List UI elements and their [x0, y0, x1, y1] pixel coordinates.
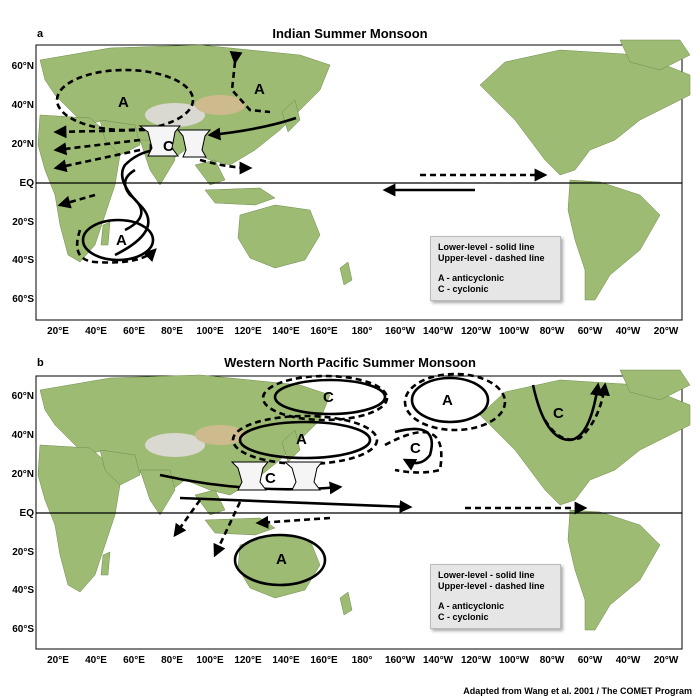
panel-a-lon-label: 100°W	[498, 326, 530, 337]
panel-a-system-a-china: A	[254, 81, 265, 98]
panel-a-lat-label: 20°N	[11, 139, 34, 150]
panel-b-lon-label: 80°E	[161, 655, 183, 666]
panel-b-lat-label: 60°S	[12, 624, 34, 635]
panel-a-system-a-iran: A	[118, 94, 129, 111]
panel-b-lon-label: 40°E	[85, 655, 107, 666]
panel-b-system-a-australia: A	[276, 551, 287, 568]
legend-lower-level: Lower-level - solid line	[438, 242, 535, 252]
panel-a-system-c-india: C	[163, 138, 174, 155]
legend-spacer	[438, 592, 553, 601]
panel-b-system-c-atlantic: C	[553, 405, 564, 422]
panel-b-lon-label: 60°W	[577, 655, 603, 666]
legend-lower-level: Lower-level - solid line	[438, 570, 535, 580]
panel-a-lat-label: EQ	[19, 178, 34, 189]
panel-a-lat-label: 40°N	[11, 100, 34, 111]
legend-cyclonic: C - cyclonic	[438, 612, 489, 622]
panel-a-letter: a	[37, 28, 44, 40]
panel-b-lon-label: 140°W	[422, 655, 454, 666]
panel-b-system-c-npac: C	[323, 389, 334, 406]
panel-a-lat-label: 20°S	[12, 217, 34, 228]
panel-a-lon-label: 80°W	[539, 326, 565, 337]
panel-a-lon-label: 160°W	[384, 326, 416, 337]
panel-a-title: Indian Summer Monsoon	[272, 26, 428, 41]
legend-anticyclonic: A - anticyclonic	[438, 273, 505, 283]
panel-a-map	[35, 39, 691, 321]
panel-a-lon-label: 20°W	[653, 326, 679, 337]
panel-b-system-c-scs: C	[265, 470, 276, 487]
panel-b-lat-label: 20°S	[12, 547, 34, 558]
panel-b-legend: Lower-level - solid line Upper-level - d…	[430, 564, 561, 629]
legend-upper-level: Upper-level - dashed line	[438, 581, 545, 591]
panel-a-lon-label: 120°E	[234, 326, 262, 337]
panel-a-lat-label: 40°S	[12, 255, 34, 266]
panel-b-lon-label: 160°E	[310, 655, 338, 666]
panel-a-lat-label: 60°N	[11, 61, 34, 72]
panel-b-lat-label: 20°N	[11, 469, 34, 480]
panel-a-lon-label: 20°E	[47, 326, 69, 337]
legend-upper-level: Upper-level - dashed line	[438, 253, 545, 263]
panel-b-system-a-nepac: A	[442, 392, 453, 409]
panel-a-system-a-south: A	[116, 232, 127, 249]
panel-a-lon-label: 120°W	[460, 326, 492, 337]
panel-a-lon-label: 160°E	[310, 326, 338, 337]
panel-b-lon-label: 60°E	[123, 655, 145, 666]
panel-a-lon-label: 100°E	[196, 326, 224, 337]
panel-b-system-a-easia: A	[296, 431, 307, 448]
legend-spacer	[438, 264, 553, 273]
panel-b-lon-label: 40°W	[615, 655, 641, 666]
panel-b-lon-label: 100°E	[196, 655, 224, 666]
panel-b-lon-label: 20°W	[653, 655, 679, 666]
panel-a-lon-label: 80°E	[161, 326, 183, 337]
panel-b-map	[35, 369, 691, 650]
panel-b-lon-label: 120°E	[234, 655, 262, 666]
panel-b-lon-label: 120°W	[460, 655, 492, 666]
panel-b-lon-label: 160°W	[384, 655, 416, 666]
panel-a-lon-label: 180°	[351, 326, 373, 337]
legend-cyclonic: C - cyclonic	[438, 284, 489, 294]
panel-b-lat-label: 40°S	[12, 585, 34, 596]
panel-a-lon-label: 140°W	[422, 326, 454, 337]
panel-a-lat-label: 60°S	[12, 294, 34, 305]
panel-b-lon-label: 80°W	[539, 655, 565, 666]
panel-a-lon-label: 40°W	[615, 326, 641, 337]
panel-b-lon-label: 20°E	[47, 655, 69, 666]
panel-a-lon-label: 140°E	[272, 326, 300, 337]
panel-b-lon-label: 100°W	[498, 655, 530, 666]
panel-b-lon-label: 180°	[351, 655, 373, 666]
panel-b-lat-label: EQ	[19, 508, 34, 519]
panel-a-lon-label: 60°W	[577, 326, 603, 337]
credit-line: Adapted from Wang et al. 2001 / The COME…	[463, 686, 692, 696]
panel-b-lat-label: 60°N	[11, 391, 34, 402]
panel-a-lon-label: 40°E	[85, 326, 107, 337]
panel-a-legend: Lower-level - solid line Upper-level - d…	[430, 236, 561, 301]
panel-a-lon-label: 60°E	[123, 326, 145, 337]
legend-anticyclonic: A - anticyclonic	[438, 601, 505, 611]
panel-b-system-c-epac: C	[410, 440, 421, 457]
panel-b-letter: b	[37, 357, 44, 369]
panel-b-title: Western North Pacific Summer Monsoon	[224, 355, 476, 370]
panel-b-lat-label: 40°N	[11, 430, 34, 441]
panel-b-lon-label: 140°E	[272, 655, 300, 666]
